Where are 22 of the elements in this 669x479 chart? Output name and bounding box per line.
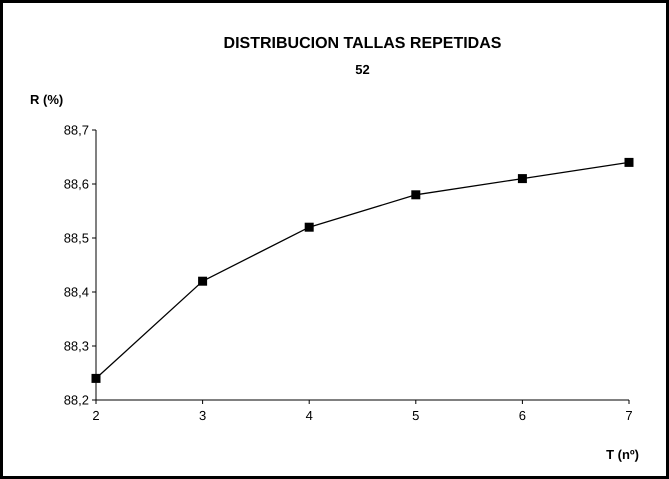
x-tick-label: 6 — [518, 408, 526, 423]
y-axis-title: R (%) — [30, 92, 64, 107]
x-tick-label: 2 — [92, 408, 100, 423]
y-tick-label: 88,4 — [64, 284, 89, 300]
point — [304, 222, 314, 232]
point — [411, 190, 420, 200]
chart-title: DISTRIBUCION TALLAS REPETIDAS — [224, 35, 502, 52]
x-tick-label: 3 — [198, 408, 206, 423]
y-tick-label: 88,6 — [64, 176, 89, 192]
point — [92, 374, 100, 383]
point — [624, 158, 634, 167]
x-tick-label: 5 — [412, 408, 420, 423]
y-tick-label: 88,2 — [64, 392, 89, 408]
y-tick-label: 88,7 — [64, 122, 89, 138]
point — [198, 276, 208, 286]
x-axis-title: T (nº) — [606, 447, 639, 462]
x-tick-label: 7 — [625, 408, 633, 423]
point — [518, 174, 527, 184]
y-tick-label: 88,5 — [64, 230, 89, 246]
x-tick-label: 4 — [306, 408, 313, 423]
chart-subtitle: 52 — [355, 62, 370, 77]
y-tick-label: 88,3 — [64, 338, 89, 354]
